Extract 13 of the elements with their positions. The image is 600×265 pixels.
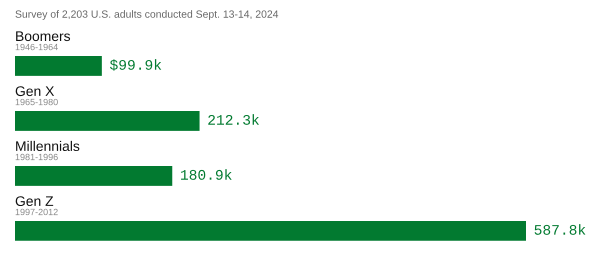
bar	[15, 111, 200, 131]
data-label: 587.8k	[534, 224, 586, 235]
data-label: 180.9k	[180, 169, 232, 180]
bar	[15, 166, 172, 186]
chart-title: Survey of 2,203 U.S. adults conducted Sept. 13-14, 2024	[15, 10, 278, 20]
y-tick-label: Gen Z 1997-2012	[16, 196, 58, 216]
y-tick-label: Gen X 1965-1980	[16, 86, 58, 106]
y-tick-label: Millennials 1981-1996	[16, 140, 80, 160]
y-tick-label: Boomers 1946-1964	[16, 31, 70, 50]
data-label: 212.3k	[208, 114, 259, 125]
bar	[15, 56, 102, 76]
bar	[15, 221, 526, 241]
data-label: $99.9k	[110, 59, 162, 71]
